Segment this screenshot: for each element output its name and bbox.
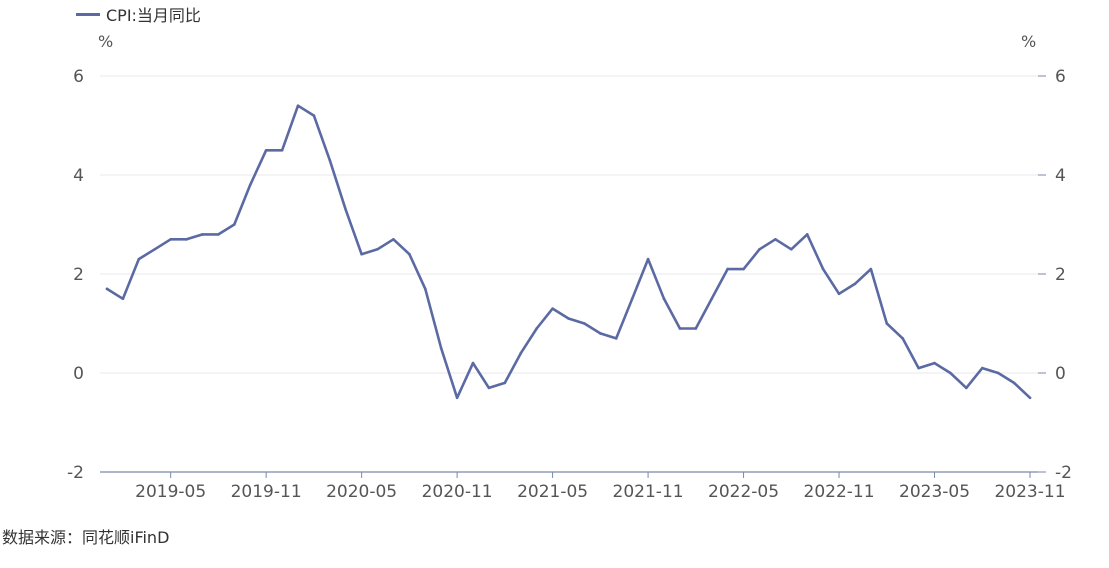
y-tick-label-left: 2 — [73, 265, 84, 285]
data-point — [535, 327, 538, 330]
right-y-axis: 6 4 2 0 -2 — [1038, 67, 1072, 483]
data-point — [551, 307, 554, 310]
data-point — [1012, 381, 1016, 385]
data-point — [217, 233, 220, 236]
data-point — [901, 337, 904, 340]
data-point — [933, 361, 936, 365]
data-point — [169, 238, 172, 241]
data-source-note: 数据来源：同花顺iFinD — [2, 528, 170, 547]
x-tick-label: 2020-11 — [422, 482, 493, 502]
legend: CPI:当月同比 — [76, 2, 201, 26]
x-tick-label: 2021-11 — [613, 482, 684, 502]
data-point — [503, 381, 507, 385]
data-point — [614, 337, 618, 340]
data-point — [408, 252, 411, 256]
data-point — [296, 104, 300, 107]
data-point — [519, 351, 523, 355]
legend-swatch — [76, 12, 100, 16]
data-point — [360, 252, 363, 256]
data-point — [233, 223, 236, 226]
data-point — [455, 396, 459, 400]
data-point — [742, 267, 745, 271]
x-tick-label: 2020-05 — [326, 482, 397, 502]
series-line-cpi — [105, 104, 1032, 400]
x-tick-label: 2021-05 — [517, 482, 588, 502]
data-point — [185, 238, 188, 241]
left-unit-label: % — [98, 32, 113, 51]
y-tick-label-right: -2 — [1055, 463, 1072, 483]
data-point — [280, 148, 284, 152]
data-point — [248, 183, 252, 187]
y-tick-label-right: 6 — [1055, 67, 1066, 87]
x-tick-label: 2022-05 — [708, 482, 779, 502]
legend-label: CPI:当月同比 — [106, 6, 201, 25]
data-point — [726, 267, 729, 271]
data-point — [821, 267, 825, 271]
series-group — [105, 104, 1032, 400]
data-point — [758, 247, 761, 251]
data-point — [153, 247, 157, 251]
data-point — [487, 386, 491, 390]
y-tick-label-left: 4 — [73, 166, 84, 186]
data-point — [774, 238, 777, 241]
y-tick-label-right: 4 — [1055, 166, 1066, 186]
data-point — [853, 282, 857, 286]
data-point — [105, 287, 109, 291]
x-axis: 2019-05 2019-11 2020-05 2020-11 2021-05 2021-… — [135, 472, 1066, 502]
data-point — [201, 233, 204, 236]
data-point — [789, 247, 793, 251]
y-tick-label-left: 0 — [73, 364, 84, 384]
data-point — [471, 361, 475, 365]
x-tick-label: 2023-05 — [899, 482, 970, 502]
data-point — [121, 297, 125, 301]
data-point — [567, 317, 570, 320]
data-point — [646, 257, 650, 261]
x-tick-label: 2022-11 — [804, 482, 875, 502]
data-point — [1028, 396, 1032, 400]
data-point — [869, 267, 873, 271]
data-point — [996, 371, 1000, 375]
data-point — [980, 366, 984, 370]
y-tick-label-right: 0 — [1055, 364, 1066, 384]
data-point — [662, 297, 666, 301]
x-tick-label: 2023-11 — [994, 482, 1065, 502]
data-point — [583, 322, 586, 325]
y-tick-label-right: 2 — [1055, 265, 1066, 285]
data-point — [917, 366, 920, 370]
data-point — [439, 346, 443, 350]
data-point — [137, 257, 141, 261]
data-point — [949, 371, 952, 375]
x-tick-label: 2019-05 — [135, 482, 206, 502]
y-tick-label-left: 6 — [73, 67, 84, 87]
data-point — [312, 114, 316, 117]
right-unit-label: % — [1021, 32, 1036, 51]
data-point — [376, 247, 379, 251]
data-point — [678, 327, 682, 330]
data-point — [694, 327, 698, 330]
data-point — [264, 148, 268, 152]
data-point — [599, 332, 602, 335]
x-tick-label: 2019-11 — [231, 482, 302, 502]
left-y-axis: 6 4 2 0 -2 — [67, 67, 84, 483]
data-point — [710, 297, 714, 301]
data-point — [344, 208, 348, 211]
data-point — [885, 322, 889, 325]
y-tick-label-left: -2 — [67, 463, 84, 483]
data-point — [805, 233, 809, 236]
data-point — [423, 287, 427, 291]
data-point — [837, 292, 841, 296]
data-point — [965, 386, 968, 390]
gridlines — [100, 75, 1038, 374]
data-point — [328, 158, 332, 162]
data-point — [630, 297, 634, 301]
data-point — [392, 238, 395, 241]
